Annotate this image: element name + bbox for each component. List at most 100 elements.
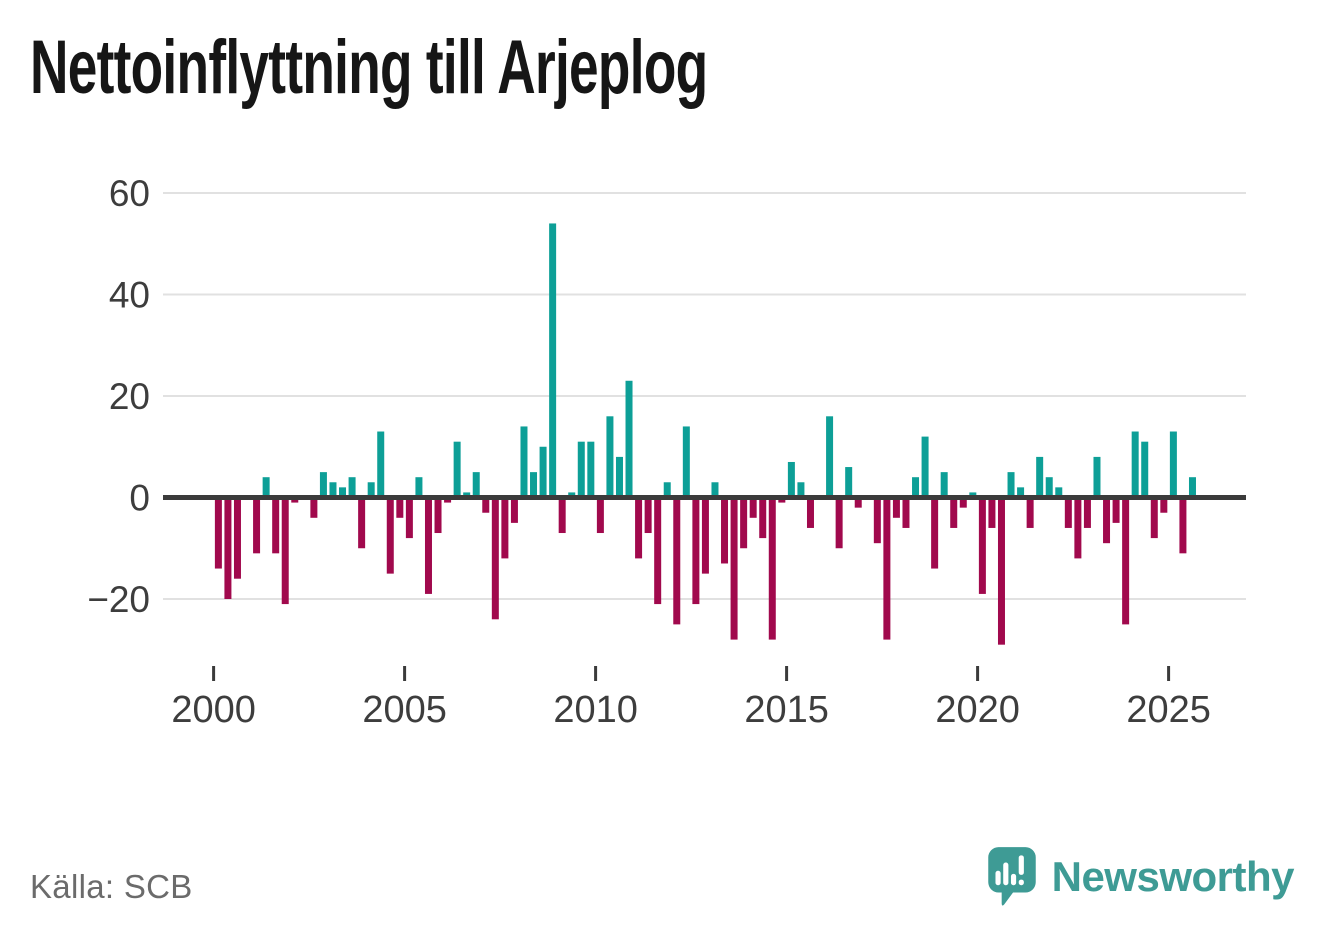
bar-2015-Q3 [806,497,814,528]
bar-2003-Q3 [348,477,356,498]
logo-bar-1 [995,870,1001,886]
bar-2002-Q3 [310,497,318,518]
newsworthy-logo-icon [987,847,1036,906]
bar-2011-Q1 [635,497,643,559]
bar-2020-Q2 [988,497,996,528]
bar-2021-Q2 [1026,497,1034,528]
logo-exclamation-dot [1018,879,1024,886]
bar-2004-Q3 [386,497,394,574]
bar-2004-Q2 [377,431,385,498]
bar-2022-Q2 [1064,497,1072,528]
bar-2010-Q2 [606,416,614,498]
x-axis-label-2010: 2010 [553,689,638,731]
newsworthy-logo: Newsworthy [986,845,1295,909]
bar-2011-Q2 [644,497,652,534]
bar-2012-Q4 [701,497,709,574]
bar-2006-Q1 [444,497,452,503]
bar-2007-Q1 [482,497,490,513]
bar-2016-Q4 [854,497,862,508]
bar-2007-Q2 [491,497,499,620]
bar-2003-Q1 [329,482,337,498]
bar-2014-Q3 [768,497,776,640]
x-axis-label-2025: 2025 [1126,689,1211,731]
bar-2001-Q4 [281,497,289,605]
bar-2008-Q3 [539,446,547,498]
bar-2008-Q4 [549,223,557,498]
bar-2022-Q1 [1055,487,1063,498]
bar-2024-Q4 [1160,497,1168,513]
bar-2014-Q4 [778,497,786,503]
y-axis-label-40: 40 [109,275,150,316]
bar-2012-Q2 [682,426,690,498]
bar-2023-Q3 [1112,497,1120,523]
bar-2025-Q1 [1169,431,1177,498]
x-axis-label-2000: 2000 [171,689,256,731]
bar-2000-Q1 [214,497,222,569]
bar-2012-Q1 [673,497,681,625]
bar-2007-Q4 [510,497,518,523]
y-axis-label--20: −20 [87,579,150,620]
bar-2006-Q3 [463,492,471,498]
bar-2018-Q4 [931,497,939,569]
bar-2021-Q4 [1045,477,1053,498]
bar-2023-Q1 [1093,456,1101,498]
bar-2009-Q2 [568,492,576,498]
bar-2016-Q3 [845,467,853,498]
newsworthy-logo-text: Newsworthy [1051,853,1295,900]
bar-2024-Q2 [1141,441,1149,498]
bar-2019-Q3 [959,497,967,508]
bar-2006-Q4 [472,472,480,498]
bar-2017-Q4 [892,497,900,518]
bar-2025-Q3 [1188,477,1196,498]
logo-bar-3 [1010,873,1016,886]
bar-2004-Q4 [396,497,404,518]
bar-2019-Q1 [940,472,948,498]
bar-2016-Q1 [826,416,834,498]
bar-2006-Q2 [453,441,461,498]
bar-2001-Q2 [262,477,270,498]
bar-2005-Q2 [415,477,423,498]
bar-2001-Q1 [253,497,261,554]
x-axis-label-2020: 2020 [935,689,1020,731]
bar-2018-Q2 [912,477,920,498]
bar-2005-Q3 [424,497,432,594]
bar-2025-Q2 [1179,497,1187,554]
bar-2021-Q3 [1036,456,1044,498]
bar-2017-Q3 [883,497,891,640]
bar-2022-Q4 [1083,497,1091,528]
bar-2024-Q1 [1131,431,1139,498]
bar-2003-Q4 [358,497,366,549]
bar-2013-Q2 [721,497,729,564]
bar-2019-Q4 [969,492,977,498]
bar-2005-Q1 [405,497,413,539]
page-title: Nettoinflyttning till Arjeplog [30,25,708,110]
bar-2009-Q3 [577,441,585,498]
bar-2018-Q1 [902,497,910,528]
bar-2011-Q3 [654,497,662,605]
bar-2023-Q2 [1103,497,1111,544]
source-text: Källa: SCB [30,868,193,905]
bar-2019-Q2 [950,497,958,528]
bar-2003-Q2 [339,487,347,498]
bar-2020-Q3 [997,497,1005,645]
bar-2013-Q1 [711,482,719,498]
bar-2017-Q2 [873,497,881,544]
bar-2010-Q1 [596,497,604,534]
y-axis-label-0: 0 [129,478,150,519]
bar-2008-Q2 [530,472,538,498]
bar-2014-Q2 [759,497,767,539]
bar-2021-Q1 [1017,487,1025,498]
logo-bar-2 [1002,862,1008,886]
bar-2002-Q4 [319,472,327,498]
y-axis-label-20: 20 [109,376,150,417]
bar-2015-Q1 [787,461,795,498]
bar-2023-Q4 [1122,497,1130,625]
bar-2010-Q3 [615,456,623,498]
bar-2010-Q4 [625,380,633,498]
x-axis-label-2015: 2015 [744,689,829,731]
bar-2011-Q4 [663,482,671,498]
bar-2014-Q1 [749,497,757,518]
bar-2009-Q1 [558,497,566,534]
